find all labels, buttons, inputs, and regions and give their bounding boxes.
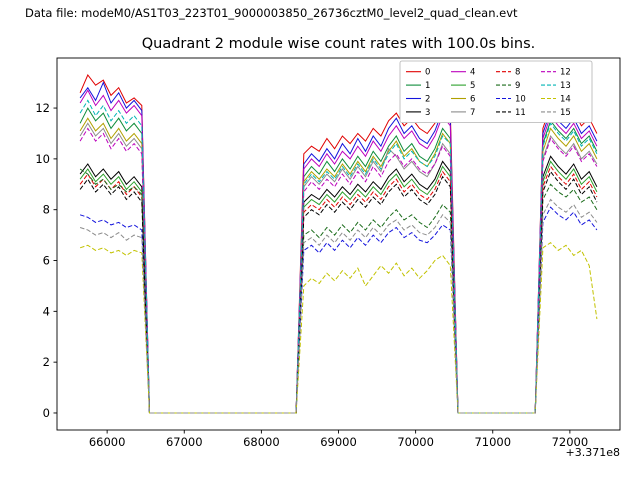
y-tick-label: 0 [43,406,50,420]
x-tick-label: 72000 [552,435,589,449]
y-tick-label: 12 [35,101,50,115]
legend-label-9: 9 [515,81,520,91]
series-line-13 [79,99,598,414]
series-line-10 [79,206,598,414]
series-line-9 [79,168,598,414]
legend-label-7: 7 [470,108,475,118]
series-line-5 [79,160,598,414]
series-line-6 [79,117,598,414]
y-axis: 0 2 4 6 8 10 12 [35,101,57,420]
legend-label-3: 3 [425,108,430,118]
legend-frame [399,60,593,123]
series-lines [79,74,598,414]
legend-label-2: 2 [425,95,430,105]
y-tick-label: 2 [43,355,50,369]
x-tick-label: 70000 [397,435,434,449]
legend-label-12: 12 [560,68,571,78]
x-axis: 66000 67000 68000 69000 70000 71000 72000 [89,430,588,449]
y-tick-label: 10 [35,152,50,166]
legend-label-15: 15 [560,108,571,118]
legend-label-1: 1 [425,81,430,91]
y-tick-label: 8 [43,203,50,217]
x-tick-label: 68000 [243,435,280,449]
x-tick-label: 69000 [320,435,357,449]
series-line-2 [79,81,598,414]
legend-label-10: 10 [515,95,526,105]
data-file-label: Data file: modeM0/AS1T03_223T01_90000038… [25,6,518,20]
series-line-3 [79,155,598,414]
legend-label-13: 13 [560,81,571,91]
x-axis-offset-label: +3.371e8 [565,446,620,459]
series-line-8 [79,165,598,414]
legend-label-14: 14 [560,95,571,105]
legend-label-5: 5 [470,81,475,91]
series-line-4 [79,89,598,414]
x-tick-label: 67000 [166,435,203,449]
y-tick-label: 6 [43,254,50,268]
series-line-1 [79,107,598,414]
legend-label-11: 11 [515,108,526,118]
series-line-14 [79,242,598,414]
legend-label-4: 4 [470,68,475,78]
y-tick-label: 4 [43,304,50,318]
legend-label-8: 8 [515,68,520,78]
x-tick-label: 66000 [89,435,126,449]
legend-label-0: 0 [425,68,430,78]
legend-label-6: 6 [470,95,475,105]
series-line-15 [79,198,598,414]
series-line-7 [79,122,598,414]
series-line-11 [79,170,598,414]
chart-title: Quadrant 2 module wise count rates with … [141,36,536,52]
x-tick-label: 71000 [474,435,511,449]
series-line-0 [79,74,598,414]
